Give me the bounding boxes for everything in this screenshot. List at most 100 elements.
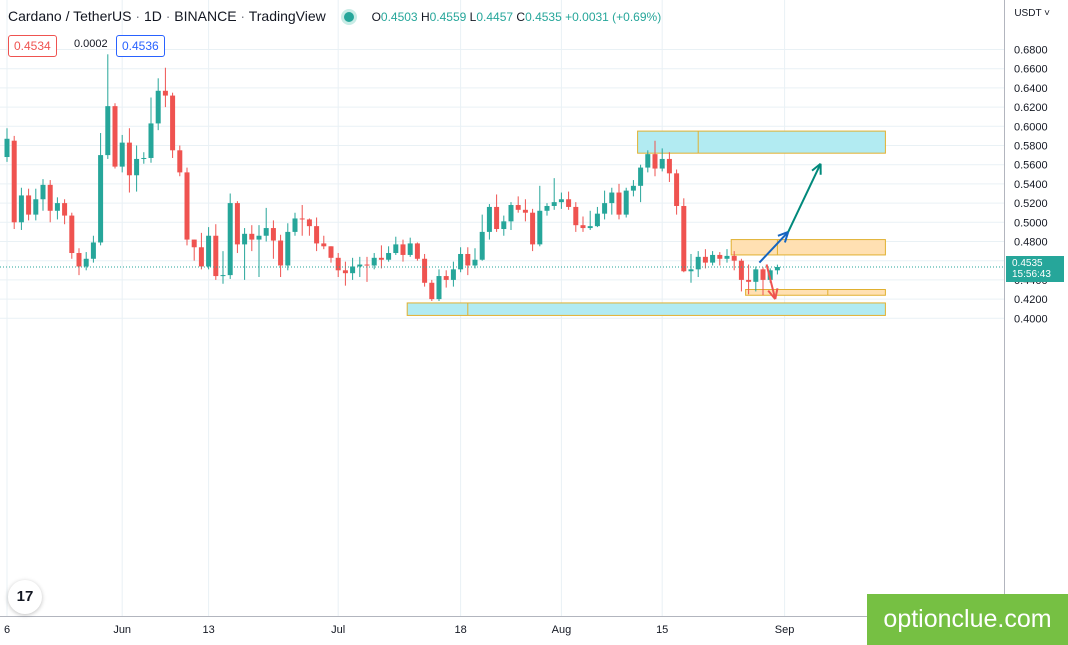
exchange: BINANCE — [174, 8, 237, 24]
price-zone — [406, 302, 886, 316]
low-value: 0.4457 — [476, 10, 514, 24]
symbol-name[interactable]: Cardano / TetherUS — [8, 8, 132, 24]
watermark-banner: optionclue.com — [867, 594, 1068, 645]
price-tick-label: 0.5400 — [1014, 179, 1048, 191]
candle-up — [4, 138, 10, 158]
chart-header: Cardano / TetherUS · 1D · BINANCE · Trad… — [8, 8, 662, 24]
candle-down — [465, 253, 471, 266]
candle-up — [242, 233, 248, 245]
candle-down — [746, 279, 752, 282]
candle-up — [40, 184, 46, 200]
candle-down — [69, 215, 75, 254]
candle-down — [306, 219, 312, 227]
candle-up — [609, 192, 615, 204]
candle-down — [378, 257, 384, 260]
candle-down — [429, 282, 435, 300]
grid — [0, 0, 1004, 616]
candle-down — [731, 255, 737, 261]
candle-up — [83, 258, 89, 267]
candle-up — [594, 213, 600, 227]
candle-up — [292, 218, 298, 232]
candle-up — [688, 269, 694, 272]
candle-up — [33, 199, 39, 215]
close-value: 0.4535 — [525, 10, 562, 24]
candle-down — [76, 253, 82, 267]
time-tick-label: Jun — [113, 624, 131, 636]
candle-down — [666, 158, 672, 174]
market-status-icon[interactable] — [343, 12, 354, 23]
high-value: 0.4559 — [429, 10, 467, 24]
price-tick-label: 0.6000 — [1014, 121, 1048, 133]
candle-up — [710, 254, 716, 263]
candle-up — [393, 244, 399, 254]
currency-selector[interactable]: USDT ˅ — [1014, 8, 1050, 19]
candle-down — [191, 239, 197, 248]
candle-down — [494, 206, 500, 230]
price-tick-label: 0.6400 — [1014, 83, 1048, 95]
candle-up — [479, 231, 485, 260]
candle-up — [558, 199, 564, 203]
candle-down — [414, 243, 420, 259]
price-tick-label: 0.5000 — [1014, 217, 1048, 229]
interval[interactable]: 1D — [143, 8, 162, 24]
change-value: +0.0031 (+0.69%) — [565, 10, 662, 24]
price-tick-label: 0.4000 — [1014, 313, 1048, 325]
candle-up — [371, 257, 377, 266]
candle-up — [508, 205, 514, 222]
arrow-shaft — [787, 163, 822, 233]
candle-down — [47, 184, 53, 211]
candle-down — [62, 203, 68, 216]
candle-up — [407, 243, 413, 255]
candle-down — [652, 154, 658, 169]
candle-down — [580, 225, 586, 229]
time-tick-label: 6 — [4, 624, 10, 636]
candle-up — [18, 195, 24, 223]
candle-up — [544, 205, 550, 211]
candle-down — [270, 228, 276, 241]
candle-down — [681, 205, 687, 272]
open-value: 0.4503 — [380, 10, 418, 24]
candle-up — [206, 235, 212, 267]
candle-down — [177, 150, 183, 173]
candle-up — [458, 253, 464, 270]
candle-down — [11, 140, 17, 223]
candle-down — [616, 192, 622, 215]
candle-up — [486, 206, 492, 232]
candle-up — [285, 231, 291, 266]
candle-down — [530, 212, 536, 245]
tradingview-logo-icon[interactable]: 17 — [8, 580, 42, 614]
bar-countdown: 15:56:43 — [1012, 268, 1051, 280]
candle-up — [602, 203, 608, 214]
candle-up — [695, 256, 701, 270]
time-tick-label: Aug — [552, 624, 572, 636]
time-tick-label: 18 — [454, 624, 466, 636]
current-price-value: 0.4535 — [1012, 257, 1043, 269]
candle-up — [587, 226, 593, 229]
candle-up — [724, 255, 730, 259]
arrow-head — [811, 162, 822, 172]
candle-down — [249, 233, 255, 240]
candle-down — [443, 276, 449, 280]
price-zone — [745, 289, 886, 296]
candle-up — [386, 253, 392, 260]
candle-down — [112, 106, 118, 167]
candle-up — [220, 275, 226, 277]
source: TradingView — [248, 8, 326, 24]
time-tick-label: 13 — [202, 624, 214, 636]
candle-up — [148, 123, 154, 158]
sell-price-button[interactable]: 0.4534 — [8, 35, 57, 57]
candle-up — [472, 259, 478, 266]
time-tick-label: 15 — [656, 624, 668, 636]
candle-up — [659, 158, 665, 169]
arrow-shaft — [758, 231, 789, 264]
candle-down — [522, 209, 528, 213]
candle-up — [638, 167, 644, 186]
candle-down — [702, 256, 708, 263]
candle-up — [645, 154, 651, 168]
candle-up — [119, 142, 125, 167]
current-price-label: 0.4535 15:56:43 — [1006, 255, 1064, 282]
buy-price-button[interactable]: 0.4536 — [116, 35, 165, 57]
candle-down — [515, 205, 521, 210]
candle-up — [537, 210, 543, 245]
